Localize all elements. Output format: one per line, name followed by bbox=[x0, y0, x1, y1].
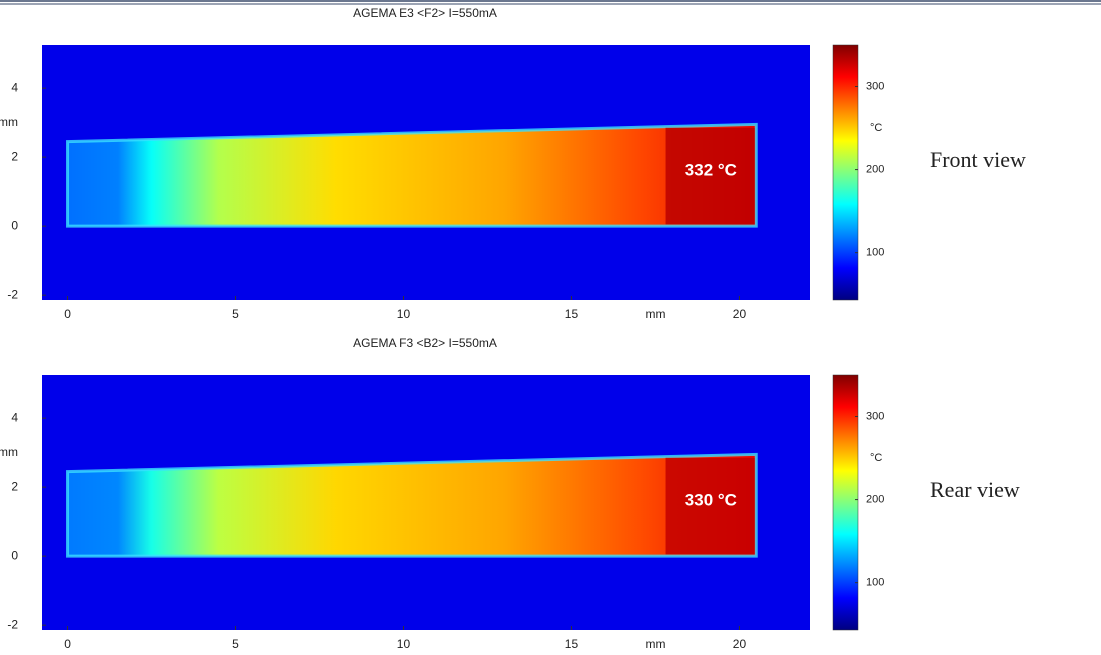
heated-strip bbox=[68, 454, 757, 556]
x-tick-label: 20 bbox=[733, 637, 747, 651]
colorbar-tick-label: 300 bbox=[866, 410, 884, 422]
colorbar-tick-label: 100 bbox=[866, 577, 884, 589]
caption: Rear view bbox=[930, 477, 1020, 502]
x-tick-label: 15 bbox=[565, 307, 579, 321]
y-axis-label: mm bbox=[0, 115, 18, 129]
hotspot-label: 330 °C bbox=[685, 490, 737, 509]
x-tick-label: 5 bbox=[232, 307, 239, 321]
colorbar-label: °C bbox=[870, 122, 882, 134]
colorbar-tick-label: 200 bbox=[866, 163, 884, 175]
y-tick-label: 4 bbox=[11, 410, 18, 424]
x-tick-label: 5 bbox=[232, 637, 239, 651]
colorbar-tick-label: 300 bbox=[866, 80, 884, 92]
y-tick-label: 2 bbox=[11, 149, 18, 163]
y-tick-label: 0 bbox=[11, 548, 18, 562]
chart-title: AGEMA E3 <F2> I=550mA bbox=[353, 6, 497, 20]
x-tick-label: 0 bbox=[64, 307, 71, 321]
x-tick-label: 10 bbox=[397, 307, 411, 321]
y-tick-label: -2 bbox=[7, 287, 18, 301]
y-tick-label: 4 bbox=[11, 80, 18, 94]
chart-title: AGEMA F3 <B2> I=550mA bbox=[353, 336, 497, 350]
x-tick-label: 10 bbox=[397, 637, 411, 651]
colorbar bbox=[833, 375, 858, 630]
y-axis-label: mm bbox=[0, 445, 18, 459]
heated-strip bbox=[68, 124, 757, 226]
y-tick-label: -2 bbox=[7, 617, 18, 631]
colorbar-tick-label: 200 bbox=[866, 493, 884, 505]
x-tick-label: 0 bbox=[64, 637, 71, 651]
x-tick-label: 20 bbox=[733, 307, 747, 321]
colorbar bbox=[833, 45, 858, 300]
colorbar-tick-label: 100 bbox=[866, 247, 884, 259]
x-axis-label: mm bbox=[645, 637, 665, 651]
x-axis-label: mm bbox=[645, 307, 665, 321]
colorbar-label: °C bbox=[870, 452, 882, 464]
y-tick-label: 2 bbox=[11, 479, 18, 493]
x-tick-label: 15 bbox=[565, 637, 579, 651]
caption: Front view bbox=[930, 147, 1026, 172]
figure: AGEMA E3 <F2> I=550mA332 °C05101520mm-20… bbox=[0, 0, 1101, 655]
hotspot-label: 332 °C bbox=[685, 160, 737, 179]
y-tick-label: 0 bbox=[11, 218, 18, 232]
